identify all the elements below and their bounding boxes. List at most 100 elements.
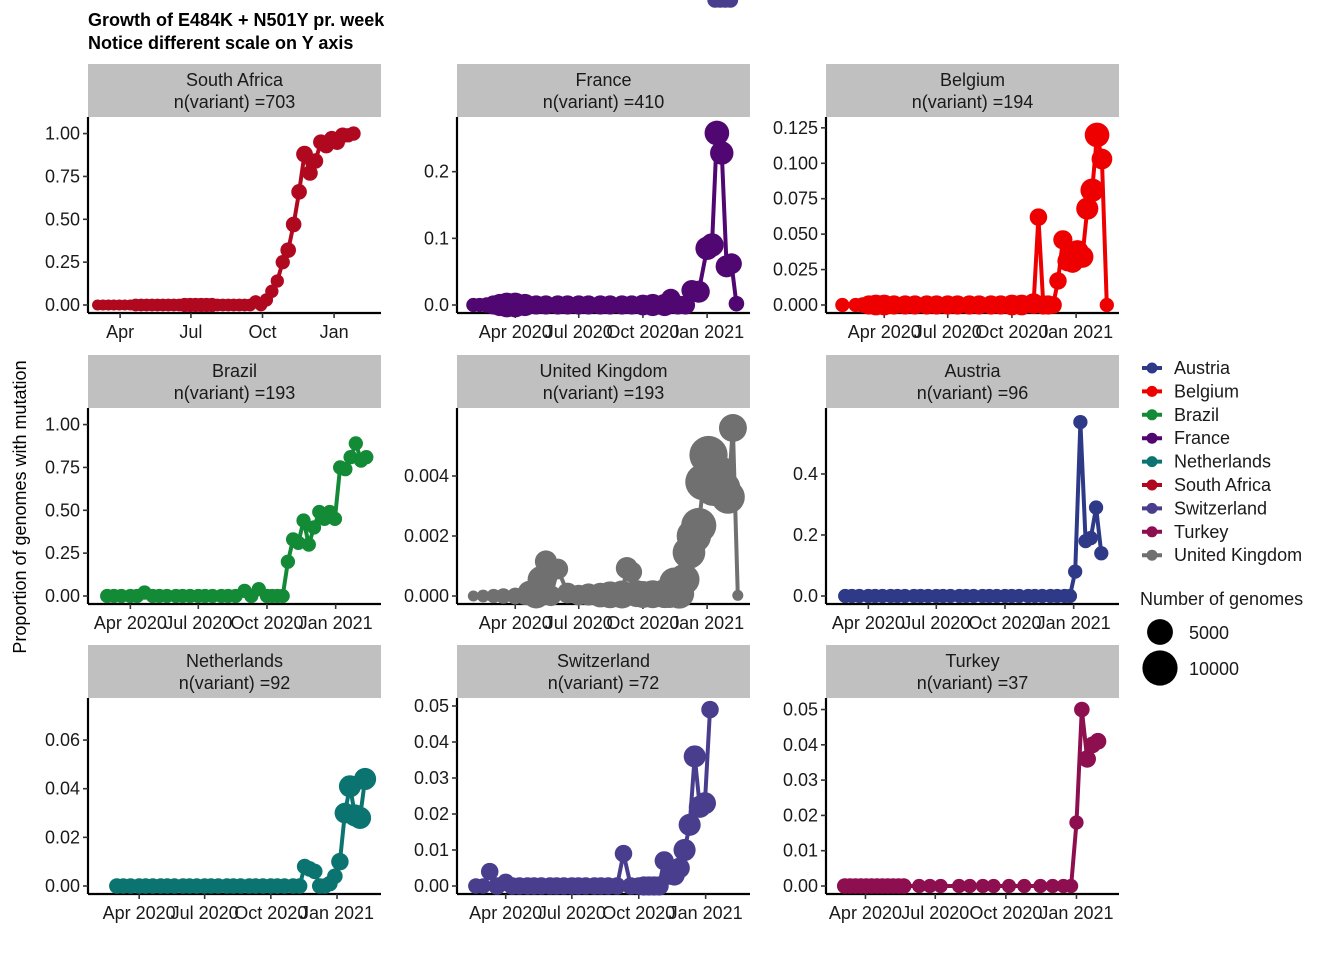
data-point [722,0,739,8]
strip-background [826,645,1119,698]
y-tick-label: 0.050 [773,224,818,244]
y-tick-label: 0.4 [793,464,818,484]
y-tick-label: 0.04 [414,732,449,752]
data-point [348,806,372,829]
x-tick-label: Oct 2020 [602,903,675,923]
x-tick-label: Jan 2021 [300,903,374,923]
legend-item: United Kingdom [1142,545,1302,565]
legend-key-point [1146,409,1158,421]
data-point [338,462,353,477]
data-point [1076,197,1099,220]
y-tick-label: 0.000 [404,586,449,606]
y-tick-label: 0.00 [414,876,449,896]
data-point [296,513,311,528]
strip-background [88,355,381,408]
data-point [1083,530,1098,546]
x-tick-label: Jul 2020 [914,322,982,342]
chart-title-line-2: Notice different scale on Y axis [88,33,353,53]
y-tick-label: 0.01 [783,841,818,861]
y-tick-label: 0.0 [793,586,818,606]
x-tick-label: Apr 2020 [479,322,552,342]
data-point [280,242,296,258]
x-tick-label: Apr 2020 [479,613,552,633]
data-point [346,126,361,141]
data-point [280,554,296,569]
y-tick-label: 0.00 [45,586,80,606]
data-point [1017,878,1032,894]
data-point [835,297,850,313]
strip-label: n(variant) =96 [917,383,1029,403]
data-point [285,216,302,233]
data-point [547,558,569,580]
data-point [718,414,747,442]
x-tick-label: Oct [249,322,277,342]
size-legend-label: 10000 [1189,659,1239,679]
data-point [1084,122,1110,148]
legend-item: South Africa [1142,475,1272,495]
x-tick-label: Jan 2021 [669,903,743,923]
data-point [291,878,308,894]
strip-label: n(variant) =410 [543,92,665,112]
data-point [693,792,716,815]
legend-label: France [1174,428,1230,448]
y-tick-label: 0.50 [45,209,80,229]
legend-item: Austria [1142,358,1231,378]
strip-label: n(variant) =72 [548,673,660,693]
data-point [1094,546,1109,561]
legend-item: Netherlands [1142,452,1271,472]
size-legend-point [1142,650,1178,686]
y-tick-label: 1.00 [45,415,80,435]
data-point [668,564,700,595]
data-point [687,280,710,303]
strip-background [826,64,1119,117]
y-tick-label: 0.00 [45,876,80,896]
x-tick-label: Oct 2020 [230,613,303,633]
size-legend-label: 5000 [1189,623,1229,643]
data-point [270,274,284,288]
x-tick-label: Jul [179,322,202,342]
y-tick-label: 1.00 [45,124,80,144]
y-tick-label: 0.25 [45,252,80,272]
data-point [1080,178,1104,202]
data-point [912,878,927,894]
y-tick-label: 0.03 [414,768,449,788]
strip-label: n(variant) =92 [179,673,291,693]
data-point [475,878,491,894]
size-legend-item: 5000 [1147,619,1229,645]
strip-label: Switzerland [557,651,650,671]
strip-background [826,355,1119,408]
data-point [896,878,912,894]
data-point [608,877,626,895]
data-point [302,165,318,181]
y-tick-label: 0.00 [783,876,818,896]
data-point [701,700,719,719]
x-tick-label: Jan 2021 [670,322,744,342]
x-tick-label: Jan 2021 [1039,903,1113,923]
data-point [951,878,967,894]
y-tick-label: 0.1 [424,228,449,248]
strip-label: Austria [944,361,1001,381]
x-tick-label: Jul 2020 [171,903,239,923]
legend: Austria Belgium Brazil France Netherlands Sou… [1140,358,1303,686]
y-tick-label: 0.02 [45,827,80,847]
strip-label: n(variant) =703 [174,92,296,112]
x-tick-label: Apr 2020 [848,322,921,342]
legend-label: Turkey [1174,522,1228,542]
y-tick-label: 0.05 [783,700,818,720]
y-tick-label: 0.01 [414,840,449,860]
legend-key-point [1146,549,1158,561]
series-line [473,131,739,307]
x-tick-label: Apr 2020 [469,903,542,923]
data-point [476,589,490,603]
strip-background [88,645,381,698]
y-tick-label: 0.025 [773,260,818,280]
data-point [1049,272,1067,290]
strip-label: United Kingdom [539,361,667,381]
series-line [116,778,368,888]
data-point [354,767,377,791]
data-point [348,436,363,451]
x-tick-label: Oct 2020 [969,903,1042,923]
